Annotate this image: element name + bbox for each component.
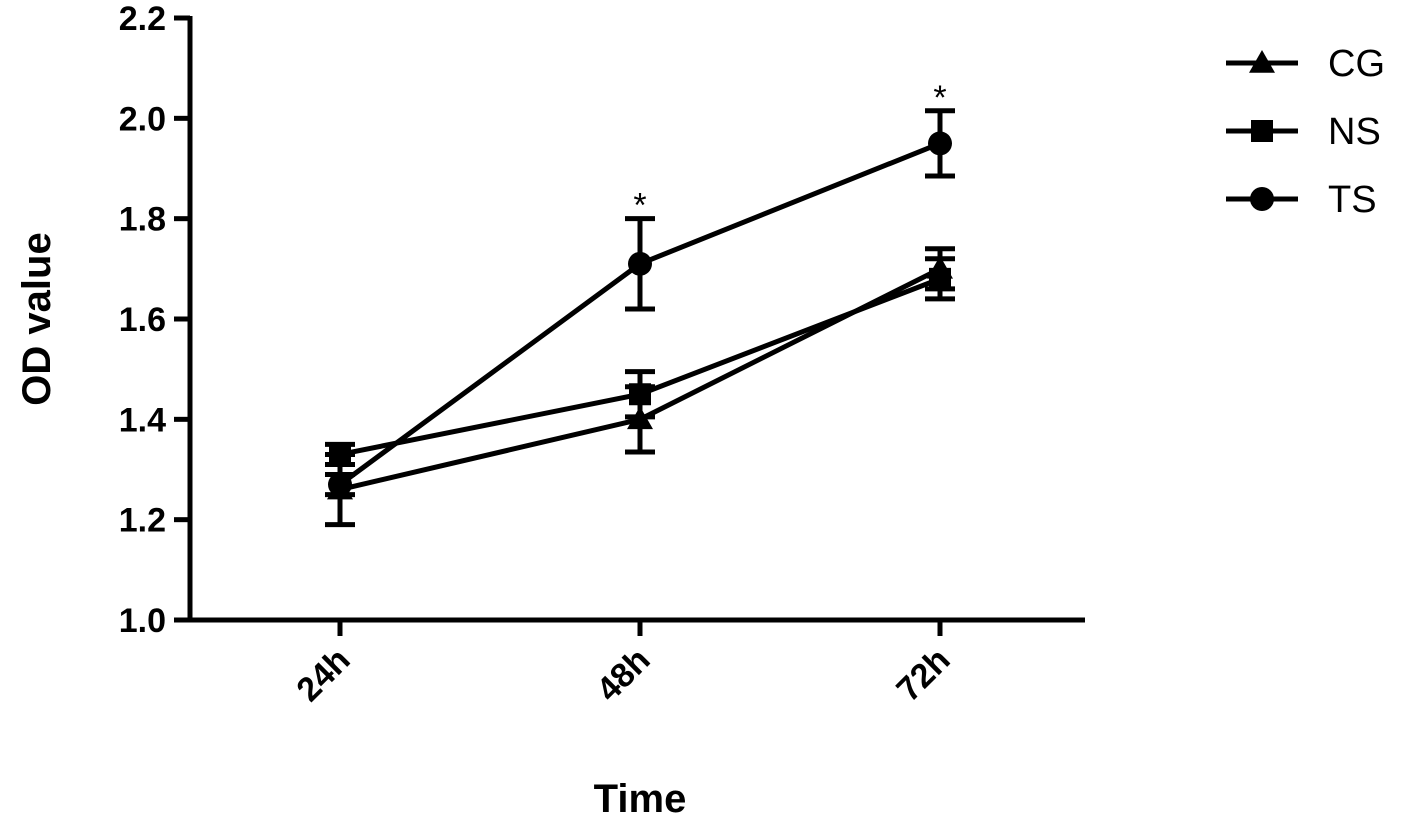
y-tick-label: 2.2 [119, 0, 166, 38]
series-NS [325, 256, 955, 467]
series-TS [325, 108, 955, 498]
axes [187, 16, 1085, 623]
legend-marker [1250, 187, 1274, 211]
legend-label: CG [1328, 43, 1385, 85]
legend-entry-CG: CG [1226, 43, 1385, 85]
legend-marker [1251, 120, 1273, 142]
data-point [928, 131, 952, 156]
legend-entry-TS: TS [1226, 179, 1377, 221]
y-tick-label: 2.0 [119, 100, 166, 138]
y-tick-label: 1.4 [119, 401, 166, 439]
x-tick-label: 48h [589, 641, 657, 709]
y-tick-label: 1.8 [119, 201, 166, 239]
data-point [628, 251, 652, 276]
significance-marker: * [633, 187, 646, 225]
y-axis-ticks: 1.0 1.2 1.4 1.6 1.8 2.0 2.2 [119, 0, 190, 640]
x-axis-title: Time [594, 777, 687, 816]
legend: CG NS TS [1226, 43, 1385, 221]
y-tick-label: 1.2 [119, 502, 166, 540]
x-tick-label: 72h [889, 641, 957, 709]
data-point [629, 383, 651, 406]
annotations: ** [633, 79, 946, 225]
legend-label: NS [1328, 111, 1381, 153]
data-point [328, 472, 352, 497]
data-point [329, 443, 351, 466]
legend-label: TS [1328, 179, 1377, 221]
series-layer [325, 108, 955, 528]
data-point [929, 267, 951, 290]
y-tick-label: 1.0 [119, 602, 166, 640]
y-tick-label: 1.6 [119, 301, 166, 339]
x-axis-ticks: 24h 48h 72h [289, 620, 958, 709]
x-tick-label: 24h [289, 641, 357, 709]
significance-marker: * [933, 79, 946, 117]
legend-marker [1249, 50, 1275, 73]
legend-entry-NS: NS [1226, 111, 1381, 153]
y-axis-title: OD value [15, 232, 59, 405]
